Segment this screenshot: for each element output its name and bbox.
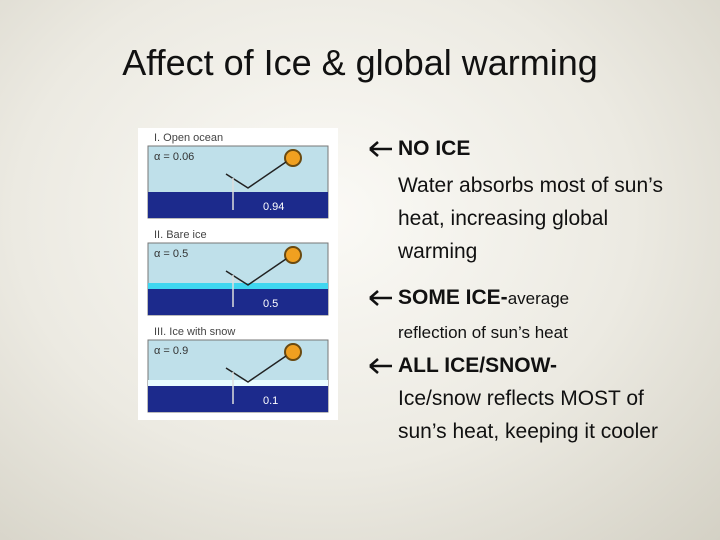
albedo-label: α = 0.06 <box>154 151 194 163</box>
bullet: SOME ICE-average reflection of sun’s hea… <box>369 281 638 349</box>
panel-label: I. Open ocean <box>154 132 223 144</box>
slide-title: Affect of Ice & global warming <box>122 42 598 83</box>
sun <box>284 149 302 167</box>
albedo-label: α = 0.9 <box>154 345 188 357</box>
bullet-heading: SOME ICE- <box>398 286 508 309</box>
bullet-text: Ice/snow reflects MOST of sun’s heat, ke… <box>398 387 658 443</box>
bullet: ALL ICE/SNOW- Ice/snow reflects MOST of … <box>369 349 683 448</box>
sun <box>284 343 302 361</box>
arrow-icon <box>369 358 392 374</box>
albedo-label: α = 0.5 <box>154 248 188 260</box>
absorbed-label: 0.5 <box>263 298 278 310</box>
bullet-text: Water absorbs most of sun’s heat, increa… <box>398 174 663 263</box>
sun <box>284 246 302 264</box>
ice-layer <box>148 380 328 388</box>
bullet-heading: ALL ICE/SNOW- <box>398 354 558 377</box>
ice-layer <box>148 283 328 291</box>
arrow-icon <box>369 290 392 306</box>
absorbed-label: 0.1 <box>263 395 278 407</box>
arrow-icon <box>369 141 392 157</box>
panel-label: II. Bare ice <box>154 229 207 241</box>
absorbed-label: 0.94 <box>263 201 284 213</box>
bullet-text: average reflection of sun’s heat <box>398 289 570 342</box>
ocean <box>148 289 328 315</box>
albedo-figure: I. Open ocean α = 0.06 0.94 II. Bare ice α =… <box>138 128 338 420</box>
panel-label: III. Ice with snow <box>154 326 235 338</box>
bullet-heading: NO ICE <box>398 137 471 160</box>
ocean <box>148 386 328 412</box>
bullet: NO ICE Water absorbs most of sun’s heat,… <box>369 132 683 268</box>
ocean <box>148 192 328 218</box>
